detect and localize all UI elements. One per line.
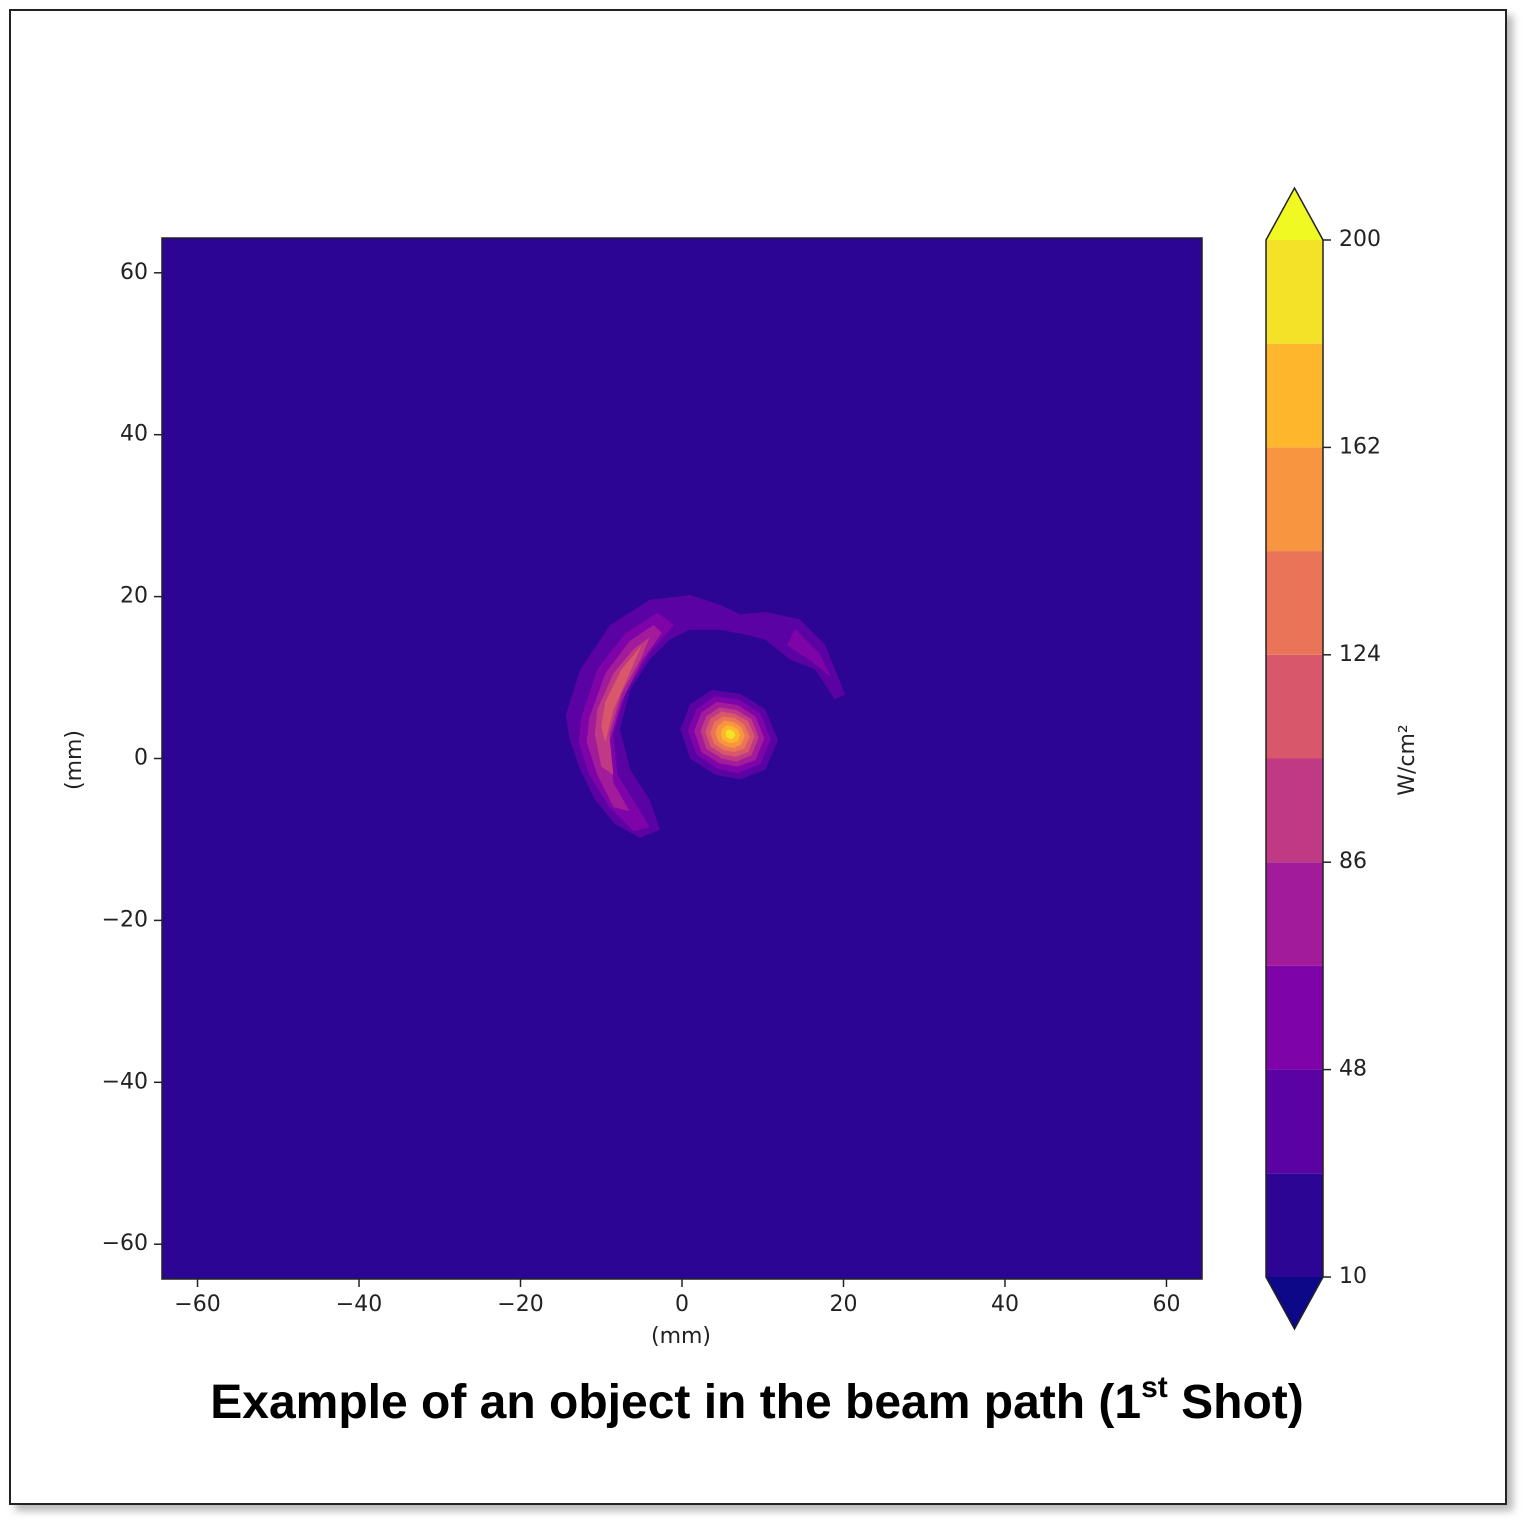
contour-region: [786, 628, 832, 678]
caption-sup: st: [1141, 1371, 1168, 1404]
colorbar-band: [1266, 1069, 1323, 1174]
colorbar-tick-label: 124: [1339, 642, 1381, 667]
caption-text: Example of an object in the beam path (1: [210, 1376, 1141, 1429]
colorbar-band: [1266, 343, 1323, 448]
caption-end: Shot): [1168, 1376, 1304, 1429]
colorbar-tick-label: 10: [1339, 1264, 1367, 1289]
colorbar-band: [1266, 862, 1323, 966]
colorbar-band: [1266, 551, 1323, 655]
colorbar-label: W/cm²: [1395, 724, 1420, 796]
x-tick-label: 60: [1152, 1292, 1180, 1317]
contour-region: [725, 729, 736, 740]
x-tick-label: −60: [174, 1292, 220, 1317]
contour-background: [162, 238, 1202, 1279]
contour-region: [594, 637, 650, 775]
x-tick-label: 20: [829, 1292, 857, 1317]
colorbar-tick-label: 200: [1339, 227, 1381, 252]
x-tick-label: −20: [497, 1292, 543, 1317]
colorbar-tick-label: 48: [1339, 1057, 1367, 1082]
colorbar-over: [1266, 188, 1323, 240]
y-tick-label: −20: [102, 907, 148, 932]
y-tick-label: 40: [120, 422, 148, 447]
colorbar-band: [1266, 965, 1323, 1070]
colorbar-band: [1266, 758, 1323, 863]
colorbar-band: [1266, 447, 1323, 552]
colorbar-band: [1266, 240, 1323, 344]
y-tick-label: 20: [120, 584, 148, 609]
x-tick-label: 0: [675, 1292, 689, 1317]
contour-region: [601, 645, 642, 743]
x-axis-label: (mm): [651, 1324, 711, 1349]
caption: Example of an object in the beam path (1…: [210, 1371, 1304, 1429]
y-tick-label: 60: [120, 260, 148, 285]
y-tick-label: 0: [134, 746, 148, 771]
colorbar-band: [1266, 654, 1323, 759]
y-tick-label: −60: [102, 1231, 148, 1256]
colorbar-tick-label: 162: [1339, 434, 1381, 459]
colorbar-tick-label: 86: [1339, 849, 1367, 874]
colorbar-under: [1266, 1277, 1323, 1329]
x-tick-label: 40: [991, 1292, 1019, 1317]
x-tick-label: −40: [336, 1292, 382, 1317]
colorbar-band: [1266, 1173, 1323, 1277]
y-tick-label: −40: [102, 1069, 148, 1094]
y-axis-label: (mm): [62, 730, 87, 790]
plot-area: [162, 238, 1202, 1279]
